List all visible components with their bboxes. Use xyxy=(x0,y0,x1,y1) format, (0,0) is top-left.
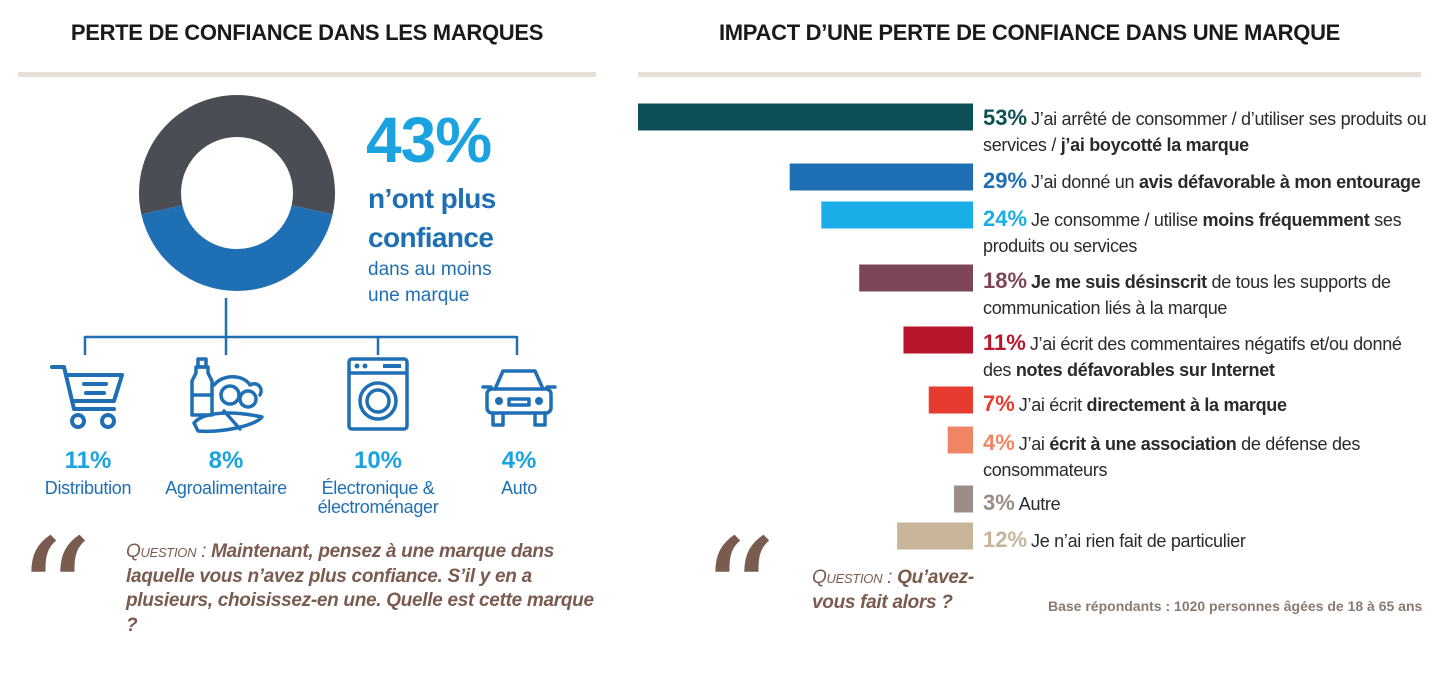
impact-bar xyxy=(954,485,973,513)
quote-mark-icon: “ xyxy=(16,508,93,682)
headline-line2: confiance xyxy=(368,222,494,253)
left-title-rule xyxy=(18,72,596,77)
impact-row-percent: 29% xyxy=(983,168,1028,193)
impact-row-text: J’ai écrit xyxy=(1018,395,1087,415)
groceries-icon xyxy=(190,357,264,434)
impact-bar xyxy=(897,522,973,550)
quote-mark-icon: “ xyxy=(700,508,777,682)
impact-bar xyxy=(789,163,973,191)
category-electronique: 10% Électronique & électroménager xyxy=(298,355,458,517)
impact-row-text: J’ai arrêté de consommer / d’utiliser se… xyxy=(983,109,1427,155)
impact-row-text: J’ai donné un xyxy=(1031,172,1139,192)
headline-line1: n’ont plus xyxy=(368,183,496,214)
impact-row-text: Autre xyxy=(1018,494,1061,514)
impact-row-text: de défense des consommateurs xyxy=(983,434,1361,480)
category-agroalimentaire: 8% Agroalimentaire xyxy=(146,355,306,498)
impact-row-text-bold: Je me suis désinscrit xyxy=(1031,272,1207,292)
impact-bar xyxy=(947,426,973,454)
category-label: Agroalimentaire xyxy=(165,478,287,498)
category-label: Distribution xyxy=(44,478,132,498)
right-title-rule xyxy=(638,72,1421,77)
right-chart-title: IMPACT D’UNE PERTE DE CONFIANCE DANS UNE… xyxy=(718,20,1341,45)
impact-row-label: 7% J’ai écrit directement à la marque xyxy=(983,389,1433,419)
impact-row-text-bold: écrit à une association xyxy=(1049,434,1237,454)
impact-bar xyxy=(821,201,973,229)
connector-lines xyxy=(83,298,519,355)
category-label: Électronique & électroménager xyxy=(317,478,439,517)
impact-row-text: Je consomme / utilise xyxy=(1031,210,1203,230)
impact-bar-chart xyxy=(638,103,973,550)
impact-row-text-bold: j’ai boycotté la marque xyxy=(1060,134,1249,155)
impact-row-percent: 12% xyxy=(983,527,1028,552)
impact-row-label: 4% J’ai écrit à une association de défens… xyxy=(983,428,1433,482)
impact-row-percent: 4% xyxy=(983,430,1015,455)
impact-row-label: 29% J’ai donné un avis défavorable à mon … xyxy=(983,166,1433,196)
impact-row-label: 18% Je me suis désinscrit de tous les sup… xyxy=(983,266,1433,320)
question-label: Question : xyxy=(812,567,893,588)
impact-row-text: Je n’ai rien fait de particulier xyxy=(1031,531,1246,551)
impact-row-label: 3% Autre xyxy=(983,488,1433,518)
right-question: Question : Qu’avez-vous fait alors ? xyxy=(812,566,1012,615)
impact-row-percent: 11% xyxy=(983,330,1026,355)
impact-row-percent: 18% xyxy=(983,268,1028,293)
impact-row-text-bold: directement à la marque xyxy=(1086,395,1287,415)
impact-row-label: 53% J’ai arrêté de consommer / d’utiliser… xyxy=(983,103,1433,157)
question-label: Question : xyxy=(126,541,207,562)
impact-row-percent: 53% xyxy=(983,105,1028,130)
impact-bar xyxy=(903,326,973,354)
donut-slice-no-confidence xyxy=(141,205,333,291)
left-chart-title: PERTE DE CONFIANCE DANS LES MARQUES xyxy=(70,20,544,45)
impact-row-text: J’ai écrit des commentaires négatifs et/… xyxy=(983,334,1402,380)
impact-row-text-bold: moins fréquemment xyxy=(1202,210,1370,230)
donut-chart xyxy=(139,95,335,291)
impact-bar xyxy=(859,264,973,292)
base-note: Base répondants : 1020 personnes âgées d… xyxy=(1048,598,1423,614)
category-distribution: 11% Distribution xyxy=(8,355,168,498)
impact-row-percent: 7% xyxy=(983,391,1015,416)
impact-bar xyxy=(928,386,973,414)
shopping-cart-icon xyxy=(50,365,124,429)
impact-row-text: ses produits ou services xyxy=(983,210,1402,256)
washing-machine-icon xyxy=(347,357,409,431)
impact-row-label: 12% Je n’ai rien fait de particulier xyxy=(983,525,1433,555)
car-icon xyxy=(481,369,557,427)
impact-row-percent: 3% xyxy=(983,490,1015,515)
left-question: Question : Maintenant, pensez à une marq… xyxy=(126,540,596,639)
headline-percent: 43% xyxy=(366,104,492,176)
impact-row-label: 11% J’ai écrit des commentaires négatifs … xyxy=(983,328,1433,382)
category-percent: 4% xyxy=(501,447,537,474)
question-text: Qu’avez-vous fait alors ? xyxy=(812,567,974,613)
headline-line4: une marque xyxy=(368,285,470,306)
impact-row-label: 24% Je consomme / utilise moins fréquemme… xyxy=(983,204,1433,258)
category-label: Auto xyxy=(501,478,537,498)
headline-line3: dans au moins xyxy=(368,259,492,280)
impact-row-text: de tous les supports de communication li… xyxy=(983,272,1391,318)
category-auto: 4% Auto xyxy=(439,355,599,498)
impact-bar xyxy=(638,103,973,131)
question-text: Maintenant, pensez à une marque dans laq… xyxy=(126,541,594,637)
impact-row-text: J’ai xyxy=(1018,434,1050,454)
category-percent: 8% xyxy=(208,447,244,474)
donut-slice-remainder xyxy=(139,95,335,215)
category-percent: 11% xyxy=(64,447,112,474)
impact-row-percent: 24% xyxy=(983,206,1028,231)
category-percent: 10% xyxy=(353,447,403,474)
impact-row-text-bold: avis défavorable à mon entourage xyxy=(1138,172,1421,192)
impact-row-text-bold: notes défavorables sur Internet xyxy=(1015,359,1275,380)
